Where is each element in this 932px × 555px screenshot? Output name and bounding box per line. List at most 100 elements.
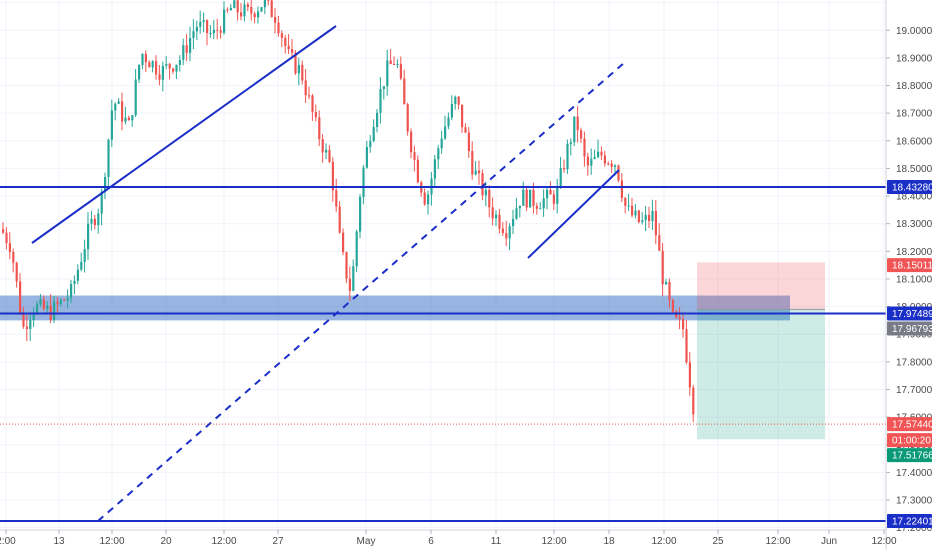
candle-up[interactable] (376, 109, 379, 133)
candle-down[interactable] (311, 93, 314, 121)
candle-down[interactable] (682, 312, 685, 338)
candle-down[interactable] (399, 56, 402, 81)
candle-up[interactable] (546, 186, 549, 210)
candle-up[interactable] (76, 264, 79, 285)
candle-up[interactable] (590, 148, 593, 175)
candle-down[interactable] (535, 202, 538, 215)
candle-down[interactable] (172, 67, 175, 74)
candle-down[interactable] (583, 131, 586, 167)
candle-down[interactable] (607, 161, 610, 166)
candle-up[interactable] (195, 20, 198, 41)
candle-up[interactable] (257, 6, 260, 24)
candle-down[interactable] (481, 169, 484, 201)
candle-down[interactable] (603, 150, 606, 167)
candle-down[interactable] (267, 0, 270, 6)
horizontal-levels[interactable] (0, 186, 886, 522)
candle-up[interactable] (440, 130, 443, 154)
candle-down[interactable] (277, 15, 280, 37)
candle-up[interactable] (124, 106, 127, 125)
candle-down[interactable] (671, 298, 674, 315)
candle-down[interactable] (338, 201, 341, 234)
candle-down[interactable] (637, 209, 640, 224)
candle-down[interactable] (318, 110, 321, 147)
candle-down[interactable] (144, 50, 147, 73)
candle-up[interactable] (178, 55, 181, 72)
candle-down[interactable] (5, 227, 8, 250)
candle-down[interactable] (668, 278, 671, 309)
candle-up[interactable] (192, 19, 195, 50)
candle-up[interactable] (32, 307, 35, 327)
candle-up[interactable] (627, 193, 630, 211)
candle-down[interactable] (413, 145, 416, 172)
candle-down[interactable] (631, 197, 634, 218)
candle-down[interactable] (304, 69, 307, 103)
price-axis[interactable]: 17.2000017.3000017.4000017.5000017.60000… (885, 0, 932, 550)
candle-up[interactable] (651, 199, 654, 230)
candle-down[interactable] (580, 127, 583, 143)
candle-down[interactable] (22, 307, 25, 329)
candle-down[interactable] (576, 106, 579, 143)
candle-up[interactable] (114, 102, 117, 121)
candle-down[interactable] (226, 7, 229, 13)
candle-down[interactable] (498, 209, 501, 234)
candle-down[interactable] (250, 0, 253, 21)
candle-down[interactable] (563, 159, 566, 173)
candle-up[interactable] (104, 172, 107, 200)
candle-up[interactable] (161, 61, 164, 92)
candle-up[interactable] (447, 112, 450, 130)
candle-up[interactable] (182, 38, 185, 66)
candle-up[interactable] (396, 59, 399, 69)
candle-up[interactable] (138, 64, 141, 84)
candle-up[interactable] (151, 60, 154, 73)
candle-up[interactable] (165, 55, 168, 70)
candle-up[interactable] (559, 156, 562, 189)
candle-down[interactable] (420, 180, 423, 197)
candle-down[interactable] (464, 123, 467, 133)
candle-up[interactable] (53, 295, 56, 324)
candle-down[interactable] (284, 35, 287, 54)
candle-up[interactable] (365, 140, 368, 169)
candle-down[interactable] (321, 134, 324, 163)
candle-down[interactable] (25, 314, 28, 342)
candle-up[interactable] (212, 19, 215, 40)
candle-up[interactable] (209, 24, 212, 38)
candle-down[interactable] (291, 39, 294, 58)
candle-down[interactable] (342, 228, 345, 256)
candle-down[interactable] (617, 164, 620, 183)
candle-up[interactable] (90, 210, 93, 231)
candle-up[interactable] (454, 95, 457, 110)
candle-down[interactable] (240, 3, 243, 21)
candle-down[interactable] (274, 8, 277, 34)
candle-up[interactable] (515, 197, 518, 220)
candle-up[interactable] (66, 289, 69, 309)
candle-down[interactable] (648, 206, 651, 229)
candle-up[interactable] (134, 69, 137, 117)
candle-up[interactable] (665, 278, 668, 285)
candle-down[interactable] (236, 0, 239, 21)
candle-down[interactable] (168, 62, 171, 80)
candle-up[interactable] (70, 279, 73, 304)
candle-down[interactable] (685, 320, 688, 365)
candle-up[interactable] (522, 181, 525, 206)
candle-up[interactable] (379, 77, 382, 124)
candle-down[interactable] (12, 248, 15, 273)
candle-up[interactable] (223, 1, 226, 35)
candle-up[interactable] (199, 10, 202, 34)
candle-down[interactable] (8, 232, 11, 260)
candle-up[interactable] (325, 143, 328, 160)
candle-up[interactable] (444, 115, 447, 140)
candle-up[interactable] (386, 49, 389, 96)
candle-up[interactable] (484, 181, 487, 207)
candle-down[interactable] (610, 160, 613, 173)
candle-down[interactable] (328, 145, 331, 163)
candle-up[interactable] (39, 293, 42, 308)
candle-down[interactable] (478, 160, 481, 185)
candle-up[interactable] (369, 135, 372, 153)
candle-up[interactable] (437, 145, 440, 170)
candle-up[interactable] (229, 4, 232, 11)
candle-up[interactable] (566, 139, 569, 175)
candle-down[interactable] (155, 55, 158, 80)
candle-up[interactable] (107, 138, 110, 190)
candle-up[interactable] (100, 188, 103, 226)
candle-up[interactable] (539, 202, 542, 210)
